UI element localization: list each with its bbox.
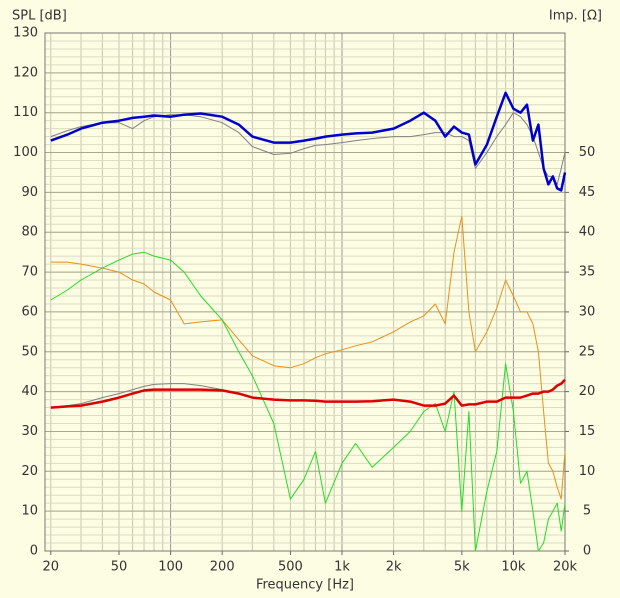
y-tick-label: 0 bbox=[30, 544, 38, 559]
x-tick-label: 5k bbox=[454, 560, 470, 575]
series-line bbox=[50, 91, 567, 192]
y-tick-label: 10 bbox=[21, 504, 38, 519]
y2-tick-label: 5 bbox=[583, 504, 591, 519]
y-tick-label: 30 bbox=[21, 424, 38, 439]
y-tick-label: 80 bbox=[21, 225, 38, 240]
plot-frame bbox=[44, 32, 566, 552]
x-axis-title: Frequency [Hz] bbox=[256, 578, 354, 593]
y-tick-label: 110 bbox=[13, 105, 38, 120]
x-tick-label: 10k bbox=[501, 560, 526, 575]
x-tick-label: 20 bbox=[43, 560, 60, 575]
y-axis-title: SPL [dB] bbox=[12, 9, 67, 24]
x-tick-label: 200 bbox=[210, 560, 235, 575]
y2-tick-label: 25 bbox=[579, 344, 596, 359]
series-line bbox=[50, 215, 566, 500]
y2-tick-label: 50 bbox=[579, 145, 596, 160]
y2-tick-label: 0 bbox=[583, 544, 591, 559]
x-tick-label: 50 bbox=[111, 560, 128, 575]
y-tick-label: 130 bbox=[13, 26, 38, 41]
y2-tick-label: 45 bbox=[579, 185, 596, 200]
series-line bbox=[50, 251, 566, 552]
y-tick-label: 20 bbox=[21, 464, 38, 479]
y-tick-label: 70 bbox=[21, 265, 38, 280]
y2-tick-label: 20 bbox=[579, 384, 596, 399]
x-tick-label: 500 bbox=[278, 560, 303, 575]
y2-axis-title: Imp. [Ω] bbox=[549, 9, 602, 24]
x-tick-label: 1k bbox=[334, 560, 350, 575]
y-tick-label: 120 bbox=[13, 65, 38, 80]
x-tick-label: 100 bbox=[158, 560, 183, 575]
y2-tick-label: 40 bbox=[579, 225, 596, 240]
y2-tick-label: 35 bbox=[579, 265, 596, 280]
y2-tick-label: 10 bbox=[579, 464, 596, 479]
x-tick-label: 20k bbox=[553, 560, 578, 575]
y-tick-label: 50 bbox=[21, 344, 38, 359]
y-tick-label: 60 bbox=[21, 304, 38, 319]
y2-tick-label: 30 bbox=[579, 304, 596, 319]
series-line bbox=[50, 378, 566, 409]
y-tick-label: 40 bbox=[21, 384, 38, 399]
x-tick-label: 2k bbox=[386, 560, 402, 575]
y-tick-label: 100 bbox=[13, 145, 38, 160]
y-tick-label: 90 bbox=[21, 185, 38, 200]
y2-tick-label: 15 bbox=[579, 424, 596, 439]
